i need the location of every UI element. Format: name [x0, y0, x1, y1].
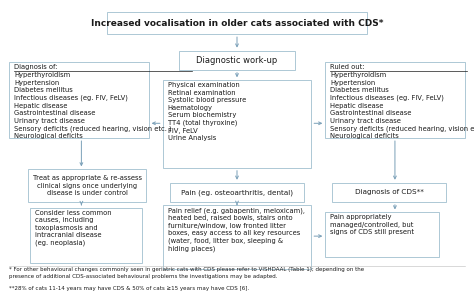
Text: Increased vocalisation in older cats associated with CDS*: Increased vocalisation in older cats ass… — [91, 18, 383, 28]
FancyBboxPatch shape — [163, 80, 311, 168]
FancyBboxPatch shape — [163, 205, 311, 269]
Text: Pain relief (e.g. gabapentin, meloxicam),
heated bed, raised bowls, stairs onto
: Pain relief (e.g. gabapentin, meloxicam)… — [167, 207, 304, 252]
FancyBboxPatch shape — [332, 183, 446, 202]
Text: Hyperthyroidism
Hypertension
Diabetes mellitus
Infectious diseases (eg. FIV, FeL: Hyperthyroidism Hypertension Diabetes me… — [330, 72, 474, 139]
Text: Diagnosis of:: Diagnosis of: — [14, 65, 58, 71]
FancyBboxPatch shape — [30, 208, 142, 263]
FancyBboxPatch shape — [179, 51, 295, 70]
Text: Ruled out:: Ruled out: — [330, 65, 365, 71]
Text: Treat as appropriate & re-assess
clinical signs once underlying
disease is under: Treat as appropriate & re-assess clinica… — [33, 175, 142, 196]
FancyBboxPatch shape — [28, 169, 146, 202]
FancyBboxPatch shape — [325, 212, 439, 257]
Text: Hyperthyroidism
Hypertension
Diabetes mellitus
Infectious diseases (eg. FIV, FeL: Hyperthyroidism Hypertension Diabetes me… — [14, 72, 172, 139]
FancyBboxPatch shape — [107, 12, 367, 34]
Text: Diagnostic work-up: Diagnostic work-up — [196, 56, 278, 65]
FancyBboxPatch shape — [9, 62, 149, 138]
FancyBboxPatch shape — [325, 62, 465, 138]
Text: Pain appropriately
managed/controlled, but
signs of CDS still present: Pain appropriately managed/controlled, b… — [330, 215, 414, 235]
Text: Consider less common
causes, including
toxoplasmosis and
intracranial disease
(e: Consider less common causes, including t… — [35, 210, 112, 247]
Text: Physical examination
Retinal examination
Systolic blood pressure
Haematology
Ser: Physical examination Retinal examination… — [167, 82, 246, 141]
FancyBboxPatch shape — [170, 183, 304, 202]
Text: Diagnosis of CDS**: Diagnosis of CDS** — [355, 189, 424, 195]
Text: Pain (eg. osteoarthritis, dental): Pain (eg. osteoarthritis, dental) — [181, 189, 293, 195]
Text: * For other behavioural changes commonly seen in geriatric cats with CDS please : * For other behavioural changes commonly… — [9, 267, 365, 278]
Text: **28% of cats 11-14 years may have CDS & 50% of cats ≥15 years may have CDS [6].: **28% of cats 11-14 years may have CDS &… — [9, 286, 249, 291]
